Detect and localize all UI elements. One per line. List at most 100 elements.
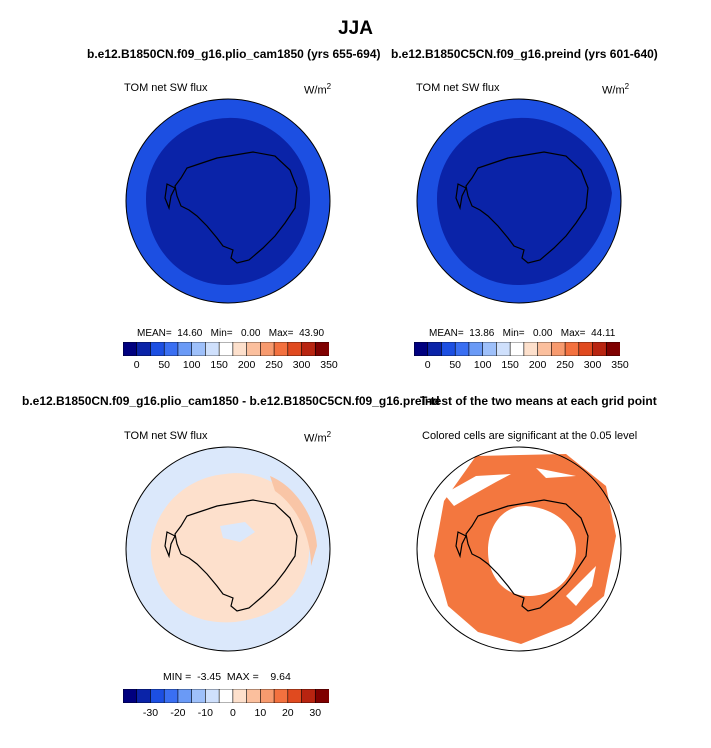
colorbar-tick-label: 100 — [473, 359, 492, 371]
colorbar-swatch — [163, 689, 179, 703]
panel-3-colorbar-ticks: -30 -20 -10 0 10 20 30 — [103, 707, 363, 721]
colorbar-swatch — [163, 342, 179, 356]
colorbar-tick-label: 350 — [320, 359, 338, 371]
colorbar-swatch — [454, 342, 470, 356]
colorbar-tick-label: 0 — [229, 707, 236, 719]
colorbar-swatch — [191, 689, 206, 703]
colorbar-swatch — [578, 342, 594, 356]
colorbar-tick-label: -30 — [142, 707, 159, 719]
colorbar-swatch — [592, 342, 607, 356]
colorbar-swatch — [232, 689, 248, 703]
panel-2-variable-label: TOM net SW flux — [416, 82, 500, 94]
panel-2-colorbar-ticks: 0 50 100 150 200 250 300 350 — [394, 359, 654, 373]
colorbar-swatch — [273, 342, 289, 356]
colorbar-swatch — [414, 342, 429, 356]
colorbar-tick-label: 20 — [281, 707, 294, 719]
panel-4-map — [416, 446, 622, 652]
panel-1-colorbar — [123, 342, 329, 356]
panel-3-map — [125, 446, 331, 652]
colorbar-swatch — [177, 689, 193, 703]
colorbar-tick-label: 150 — [210, 359, 228, 371]
panel-3-negative-patch — [220, 522, 255, 542]
colorbar-swatch — [136, 689, 152, 703]
colorbar-swatch — [177, 342, 193, 356]
panel-4-nonsignificant-gap — [444, 468, 596, 606]
colorbar-tick-label: -20 — [170, 707, 186, 719]
colorbar-tick-label: 300 — [583, 359, 602, 371]
panel-3-map-border — [125, 446, 331, 652]
panel-3-positive-region — [150, 473, 310, 623]
colorbar-tick-label: -10 — [197, 707, 213, 719]
panel-2-map — [416, 98, 622, 304]
colorbar-swatch — [123, 342, 138, 356]
colorbar-swatch — [427, 342, 443, 356]
panel-2-inner-region — [437, 117, 612, 286]
colorbar-swatch — [218, 689, 234, 703]
panel-1-stats: MEAN= 14.60 Min= 0.00 Max= 43.90 — [137, 328, 325, 339]
colorbar-tick-label: 50 — [449, 359, 462, 371]
panel-2-antarctica-coastline — [455, 151, 589, 264]
colorbar-swatch — [150, 689, 165, 703]
panel-2-colorbar — [414, 342, 620, 356]
figure-title: JJA — [338, 18, 373, 39]
colorbar-swatch — [205, 689, 220, 703]
colorbar-swatch — [605, 342, 620, 356]
panel-3-units: W/m2 — [304, 430, 332, 445]
colorbar-swatch — [509, 342, 525, 356]
colorbar-tick-label: 150 — [501, 359, 519, 371]
colorbar-swatch — [123, 689, 138, 703]
panel-1-antarctica-coastline — [164, 151, 298, 264]
colorbar-swatch — [314, 342, 329, 356]
colorbar-swatch — [273, 689, 289, 703]
panel-2-units: W/m2 — [602, 82, 630, 97]
panel-3-strong-positive-region — [270, 476, 317, 566]
colorbar-swatch — [287, 689, 303, 703]
colorbar-tick-label: 0 — [424, 359, 431, 371]
colorbar-swatch — [218, 342, 234, 356]
colorbar-tick-label: 0 — [133, 359, 140, 371]
colorbar-tick-label: 250 — [265, 359, 283, 371]
colorbar-swatch — [301, 689, 316, 703]
colorbar-tick-label: 350 — [611, 359, 629, 371]
panel-2-title: b.e12.B1850C5CN.f09_g16.preind (yrs 601-… — [391, 47, 658, 61]
colorbar-tick-label: 30 — [309, 707, 322, 719]
colorbar-swatch — [301, 342, 316, 356]
colorbar-swatch — [260, 689, 275, 703]
colorbar-swatch — [246, 689, 261, 703]
panel-3-stats: MIN = -3.45 MAX = 9.64 — [163, 671, 291, 683]
panel-2-stats: MEAN= 13.86 Min= 0.00 Max= 44.11 — [429, 328, 616, 339]
panel-3-antarctica-coastline — [164, 499, 298, 612]
colorbar-tick-label: 50 — [158, 359, 171, 371]
colorbar-swatch — [441, 342, 456, 356]
colorbar-tick-label: 200 — [528, 359, 547, 371]
colorbar-tick-label: 10 — [254, 707, 267, 719]
colorbar-swatch — [205, 342, 220, 356]
panel-1-title: b.e12.B1850CN.f09_g16.plio_cam1850 (yrs … — [87, 47, 381, 61]
panel-3-title: b.e12.B1850CN.f09_g16.plio_cam1850 - b.e… — [22, 394, 440, 408]
panel-1-variable-label: TOM net SW flux — [124, 82, 208, 94]
colorbar-tick-label: 250 — [556, 359, 574, 371]
colorbar-swatch — [150, 342, 165, 356]
colorbar-swatch — [260, 342, 275, 356]
colorbar-tick-label: 200 — [237, 359, 256, 371]
colorbar-swatch — [287, 342, 303, 356]
panel-1-units: W/m2 — [304, 82, 332, 97]
panel-4-map-border — [416, 446, 622, 652]
panel-1-map — [125, 98, 331, 304]
panel-3-variable-label: TOM net SW flux — [124, 430, 208, 442]
colorbar-swatch — [232, 342, 248, 356]
panel-1-inner-region — [146, 117, 311, 286]
colorbar-swatch — [537, 342, 552, 356]
colorbar-swatch — [551, 342, 566, 356]
colorbar-swatch — [523, 342, 539, 356]
colorbar-swatch — [314, 689, 329, 703]
colorbar-swatch — [246, 342, 261, 356]
panel-4-title: T-test of the two means at each grid poi… — [420, 394, 657, 408]
colorbar-swatch — [482, 342, 497, 356]
colorbar-swatch — [191, 342, 206, 356]
panel-4-antarctica-coastline — [455, 499, 589, 612]
panel-4-subtitle: Colored cells are significant at the 0.0… — [422, 430, 638, 442]
panel-1-colorbar-ticks: 0 50 100 150 200 250 300 350 — [103, 359, 363, 373]
colorbar-tick-label: 300 — [292, 359, 311, 371]
colorbar-swatch — [136, 342, 152, 356]
